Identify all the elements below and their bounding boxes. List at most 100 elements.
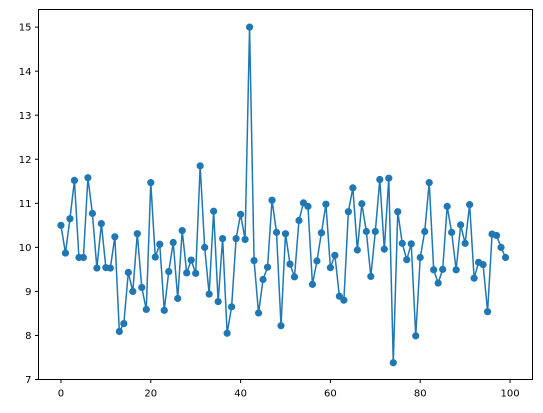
data-point <box>371 227 379 236</box>
data-point <box>385 174 393 182</box>
data-point <box>421 227 429 236</box>
data-point <box>277 322 285 330</box>
data-point <box>461 239 469 247</box>
data-point <box>389 359 397 367</box>
x-tick-label: 60 <box>324 389 337 400</box>
data-point <box>183 269 191 277</box>
data-point <box>70 176 79 184</box>
data-point <box>416 253 424 262</box>
data-point <box>120 319 128 328</box>
y-tick-label: 13 <box>19 111 32 122</box>
data-point <box>394 208 402 216</box>
data-point <box>448 228 456 236</box>
data-point <box>205 290 213 298</box>
data-point <box>304 202 312 210</box>
data-point <box>308 280 317 288</box>
data-point <box>349 184 357 192</box>
data-point <box>245 23 254 31</box>
data-point <box>295 216 303 225</box>
data-point <box>192 269 200 277</box>
data-point <box>133 230 141 238</box>
data-point <box>214 297 222 306</box>
data-point <box>412 332 420 340</box>
data-point <box>322 200 330 208</box>
y-tick-label: 8 <box>25 331 31 342</box>
data-point <box>362 227 370 236</box>
plot-marks <box>57 23 510 367</box>
data-point <box>326 264 335 272</box>
x-tick-label: 20 <box>144 389 157 400</box>
data-point <box>457 221 465 229</box>
data-point <box>434 279 442 287</box>
data-point <box>115 327 123 336</box>
data-point <box>353 246 361 254</box>
data-point <box>331 251 339 259</box>
y-axis-ticks: 7 8 9 10 11 12 13 14 15 <box>19 23 39 386</box>
data-point <box>430 266 438 274</box>
y-tick-label: 11 <box>19 199 32 210</box>
data-point <box>479 260 487 269</box>
x-axis-ticks: 0 20 40 60 80 100 <box>58 379 520 400</box>
data-point <box>228 303 236 311</box>
data-point <box>376 175 384 184</box>
data-point <box>439 265 447 273</box>
data-point <box>169 238 177 247</box>
plot-frame <box>38 9 533 380</box>
data-point <box>84 174 92 182</box>
data-point <box>317 229 326 237</box>
data-point <box>268 196 276 204</box>
data-point <box>483 308 492 316</box>
data-point <box>124 268 132 277</box>
data-point <box>88 209 96 218</box>
data-point <box>407 240 415 248</box>
data-point <box>425 179 433 187</box>
data-point <box>501 253 510 262</box>
data-point <box>147 179 155 187</box>
y-tick-label: 15 <box>19 23 32 34</box>
data-point <box>344 208 352 216</box>
data-point <box>106 264 114 272</box>
x-tick-label: 100 <box>500 389 519 400</box>
data-point <box>201 243 209 251</box>
data-point <box>254 309 263 317</box>
data-point <box>151 253 159 261</box>
data-point <box>187 256 195 264</box>
y-tick-label: 7 <box>25 375 31 386</box>
data-point <box>340 296 348 304</box>
data-point <box>241 235 249 244</box>
axes <box>38 9 533 380</box>
data-point <box>272 228 281 236</box>
data-point <box>313 257 321 265</box>
x-tick-label: 40 <box>234 389 247 400</box>
data-point <box>196 162 204 170</box>
y-tick-label: 14 <box>19 67 32 78</box>
data-point <box>281 230 290 238</box>
data-point <box>398 239 406 247</box>
data-point <box>97 219 105 228</box>
data-point <box>250 256 258 265</box>
data-point <box>380 245 388 253</box>
data-point <box>259 275 267 284</box>
data-point <box>142 305 150 314</box>
data-point <box>160 306 168 314</box>
data-point <box>210 207 218 215</box>
y-tick-label: 9 <box>25 287 31 298</box>
data-point <box>219 234 227 243</box>
data-point <box>66 215 74 223</box>
data-point <box>367 272 375 281</box>
data-point <box>174 294 182 303</box>
data-point <box>156 240 164 248</box>
y-tick-label: 10 <box>19 243 32 254</box>
x-tick-label: 0 <box>58 389 64 400</box>
data-point <box>223 329 231 337</box>
y-tick-label: 12 <box>19 155 32 166</box>
data-point <box>178 227 186 235</box>
x-tick-label: 80 <box>414 389 427 400</box>
data-point <box>358 200 366 208</box>
series-line <box>60 26 507 364</box>
data-point <box>93 264 101 272</box>
data-point <box>61 249 70 257</box>
data-point <box>236 210 245 218</box>
